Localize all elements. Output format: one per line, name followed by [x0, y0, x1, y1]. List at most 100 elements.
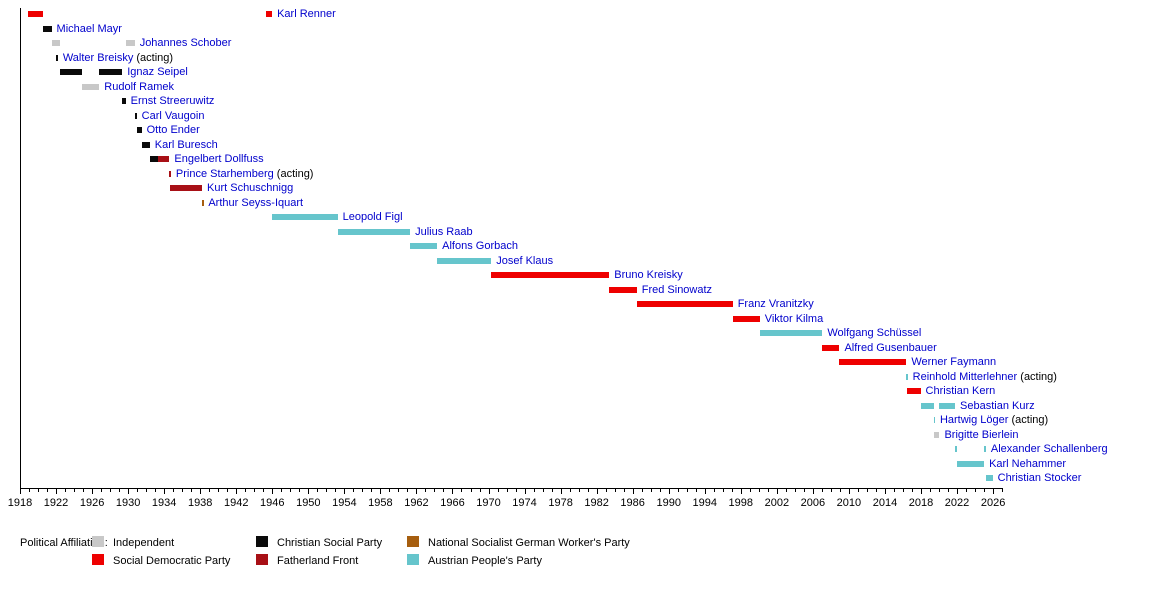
axis-minor-tick: [335, 488, 337, 492]
chancellor-name-link[interactable]: Reinhold Mitterlehner: [912, 370, 1018, 383]
chancellor-name-link[interactable]: Alexander Schallenberg: [990, 443, 1108, 455]
chancellor-name-link[interactable]: Viktor Kilma: [764, 312, 824, 325]
chancellor-name-link[interactable]: Hartwig Löger: [939, 414, 1009, 426]
axis-major-tick: [128, 488, 130, 494]
term-bar-ovp: [933, 417, 936, 423]
chancellor-name-link[interactable]: Prince Starhemberg: [175, 167, 274, 180]
legend-swatch-independent: [92, 536, 104, 547]
chancellor-name-link[interactable]: Karl Renner: [277, 8, 336, 20]
chancellor-row-label: Karl Buresch: [155, 139, 218, 151]
chancellor-row-label: Kurt Schuschnigg: [207, 182, 293, 194]
chancellor-name-link[interactable]: Christian Kern: [925, 385, 996, 397]
axis-year-label: 1934: [151, 497, 177, 509]
chancellor-name-link[interactable]: Leopold Figl: [342, 211, 403, 223]
axis-year-label: 1990: [656, 497, 681, 509]
axis-minor-tick: [398, 488, 400, 492]
axis-minor-tick: [146, 488, 148, 492]
chancellor-name-link[interactable]: Christian Stocker: [997, 472, 1082, 484]
axis-year-label: 1942: [223, 497, 249, 509]
chancellor-name-link[interactable]: Engelbert Dollfuss: [174, 153, 264, 165]
chancellor-name-link[interactable]: Ernst Streeruwitz: [130, 95, 215, 107]
chancellor-name-link[interactable]: Rudolf Ramek: [104, 80, 174, 93]
axis-minor-tick: [695, 488, 697, 492]
axis-minor-tick: [731, 488, 733, 492]
axis-minor-tick: [569, 488, 571, 492]
axis-year-label: 1978: [548, 497, 573, 509]
axis-year-label: 1974: [512, 497, 537, 509]
chancellor-name-link[interactable]: Wolfgang Schüssel: [827, 327, 922, 339]
term-bar-ovp: [337, 228, 411, 235]
axis-minor-tick: [83, 488, 85, 492]
chancellor-name-link[interactable]: Michael Mayr: [56, 22, 122, 35]
chancellor-name-link[interactable]: Arthur Seyss-Iquart: [208, 196, 304, 209]
axis-minor-tick: [893, 488, 895, 492]
chancellor-row-label: Sebastian Kurz: [960, 400, 1035, 412]
chancellor-name-link[interactable]: Kurt Schuschnigg: [207, 182, 294, 194]
axis-minor-tick: [794, 488, 796, 492]
axis-minor-tick: [650, 488, 652, 492]
axis-minor-tick: [47, 488, 49, 492]
axis-year-label: 1954: [332, 497, 357, 509]
axis-major-tick: [596, 488, 598, 494]
axis-minor-tick: [173, 488, 175, 492]
chancellor-name-link[interactable]: Karl Buresch: [154, 138, 218, 151]
chancellor-name-link[interactable]: Julius Raab: [415, 225, 473, 238]
chancellor-name-link[interactable]: Franz Vranitzky: [737, 298, 814, 310]
acting-suffix: (acting): [273, 167, 314, 180]
axis-major-tick: [272, 488, 274, 494]
term-bar-ovp: [272, 214, 338, 220]
axis-minor-tick: [803, 488, 805, 492]
chancellor-name-link[interactable]: Johannes Schober: [139, 37, 232, 49]
term-bar-csp: [42, 25, 52, 32]
chancellor-name-link[interactable]: Karl Nehammer: [989, 457, 1067, 470]
chancellor-name-link[interactable]: Fred Sinowatz: [641, 283, 713, 296]
chancellor-row-label: Franz Vranitzky: [738, 298, 814, 310]
chancellor-name-link[interactable]: Sebastian Kurz: [960, 399, 1035, 412]
chancellor-row-label: Julius Raab: [415, 226, 472, 238]
chancellor-name-link[interactable]: Bruno Kreisky: [614, 269, 683, 281]
term-bar-independent: [125, 40, 135, 46]
axis-year-label: 1930: [115, 497, 141, 509]
chancellor-name-link[interactable]: Ignaz Seipel: [127, 66, 188, 78]
chancellor-row-label: Rudolf Ramek: [104, 81, 174, 93]
axis-minor-tick: [686, 488, 688, 492]
chancellor-name-link[interactable]: Carl Vaugoin: [141, 109, 205, 122]
axis-minor-tick: [110, 488, 112, 492]
term-bar-csp: [149, 156, 158, 162]
chancellor-name-link[interactable]: Werner Faymann: [911, 356, 997, 368]
chancellor-name-link[interactable]: Josef Klaus: [496, 254, 554, 267]
chancellor-name-link[interactable]: Otto Ender: [146, 124, 200, 136]
axis-major-tick: [812, 488, 814, 494]
chancellor-row-label: Michael Mayr: [57, 23, 122, 35]
axis-major-tick: [344, 488, 346, 494]
term-bar-ovp: [985, 475, 993, 481]
chancellor-name-link[interactable]: Alfred Gusenbauer: [844, 341, 937, 354]
chancellor-row-label: Karl Nehammer: [989, 458, 1066, 470]
axis-year-label: 1994: [692, 497, 717, 509]
axis-year-label: 1970: [476, 497, 501, 509]
axis-year-label: 1950: [296, 497, 321, 509]
axis-year-label: 1986: [620, 497, 645, 509]
axis-year-label: 1922: [43, 497, 69, 509]
axis-minor-tick: [254, 488, 256, 492]
chancellor-row-label: Johannes Schober: [140, 37, 232, 49]
axis-minor-tick: [839, 488, 841, 492]
chancellor-name-link[interactable]: Alfons Gorbach: [442, 240, 518, 252]
term-bar-sdp: [839, 359, 907, 365]
axis-minor-tick: [587, 488, 589, 492]
chancellor-row-label: Leopold Figl: [343, 211, 403, 223]
legend-label-ovp: Austrian People's Party: [428, 555, 542, 567]
axis-minor-tick: [182, 488, 184, 492]
axis-minor-tick: [911, 488, 913, 492]
acting-suffix: (acting): [1008, 414, 1049, 426]
axis-major-tick: [993, 488, 995, 494]
axis-year-label: 1938: [187, 497, 213, 509]
axis-year-label: 2010: [836, 497, 862, 509]
axis-year-label: 1962: [404, 497, 429, 509]
term-bar-csp: [122, 98, 126, 104]
y-axis-line: [20, 8, 21, 488]
axis-year-label: 2026: [980, 497, 1006, 509]
chancellor-name-link[interactable]: Brigitte Bierlein: [944, 428, 1019, 441]
chancellor-name-link[interactable]: Walter Breisky: [62, 51, 134, 64]
axis-minor-tick: [74, 488, 76, 492]
